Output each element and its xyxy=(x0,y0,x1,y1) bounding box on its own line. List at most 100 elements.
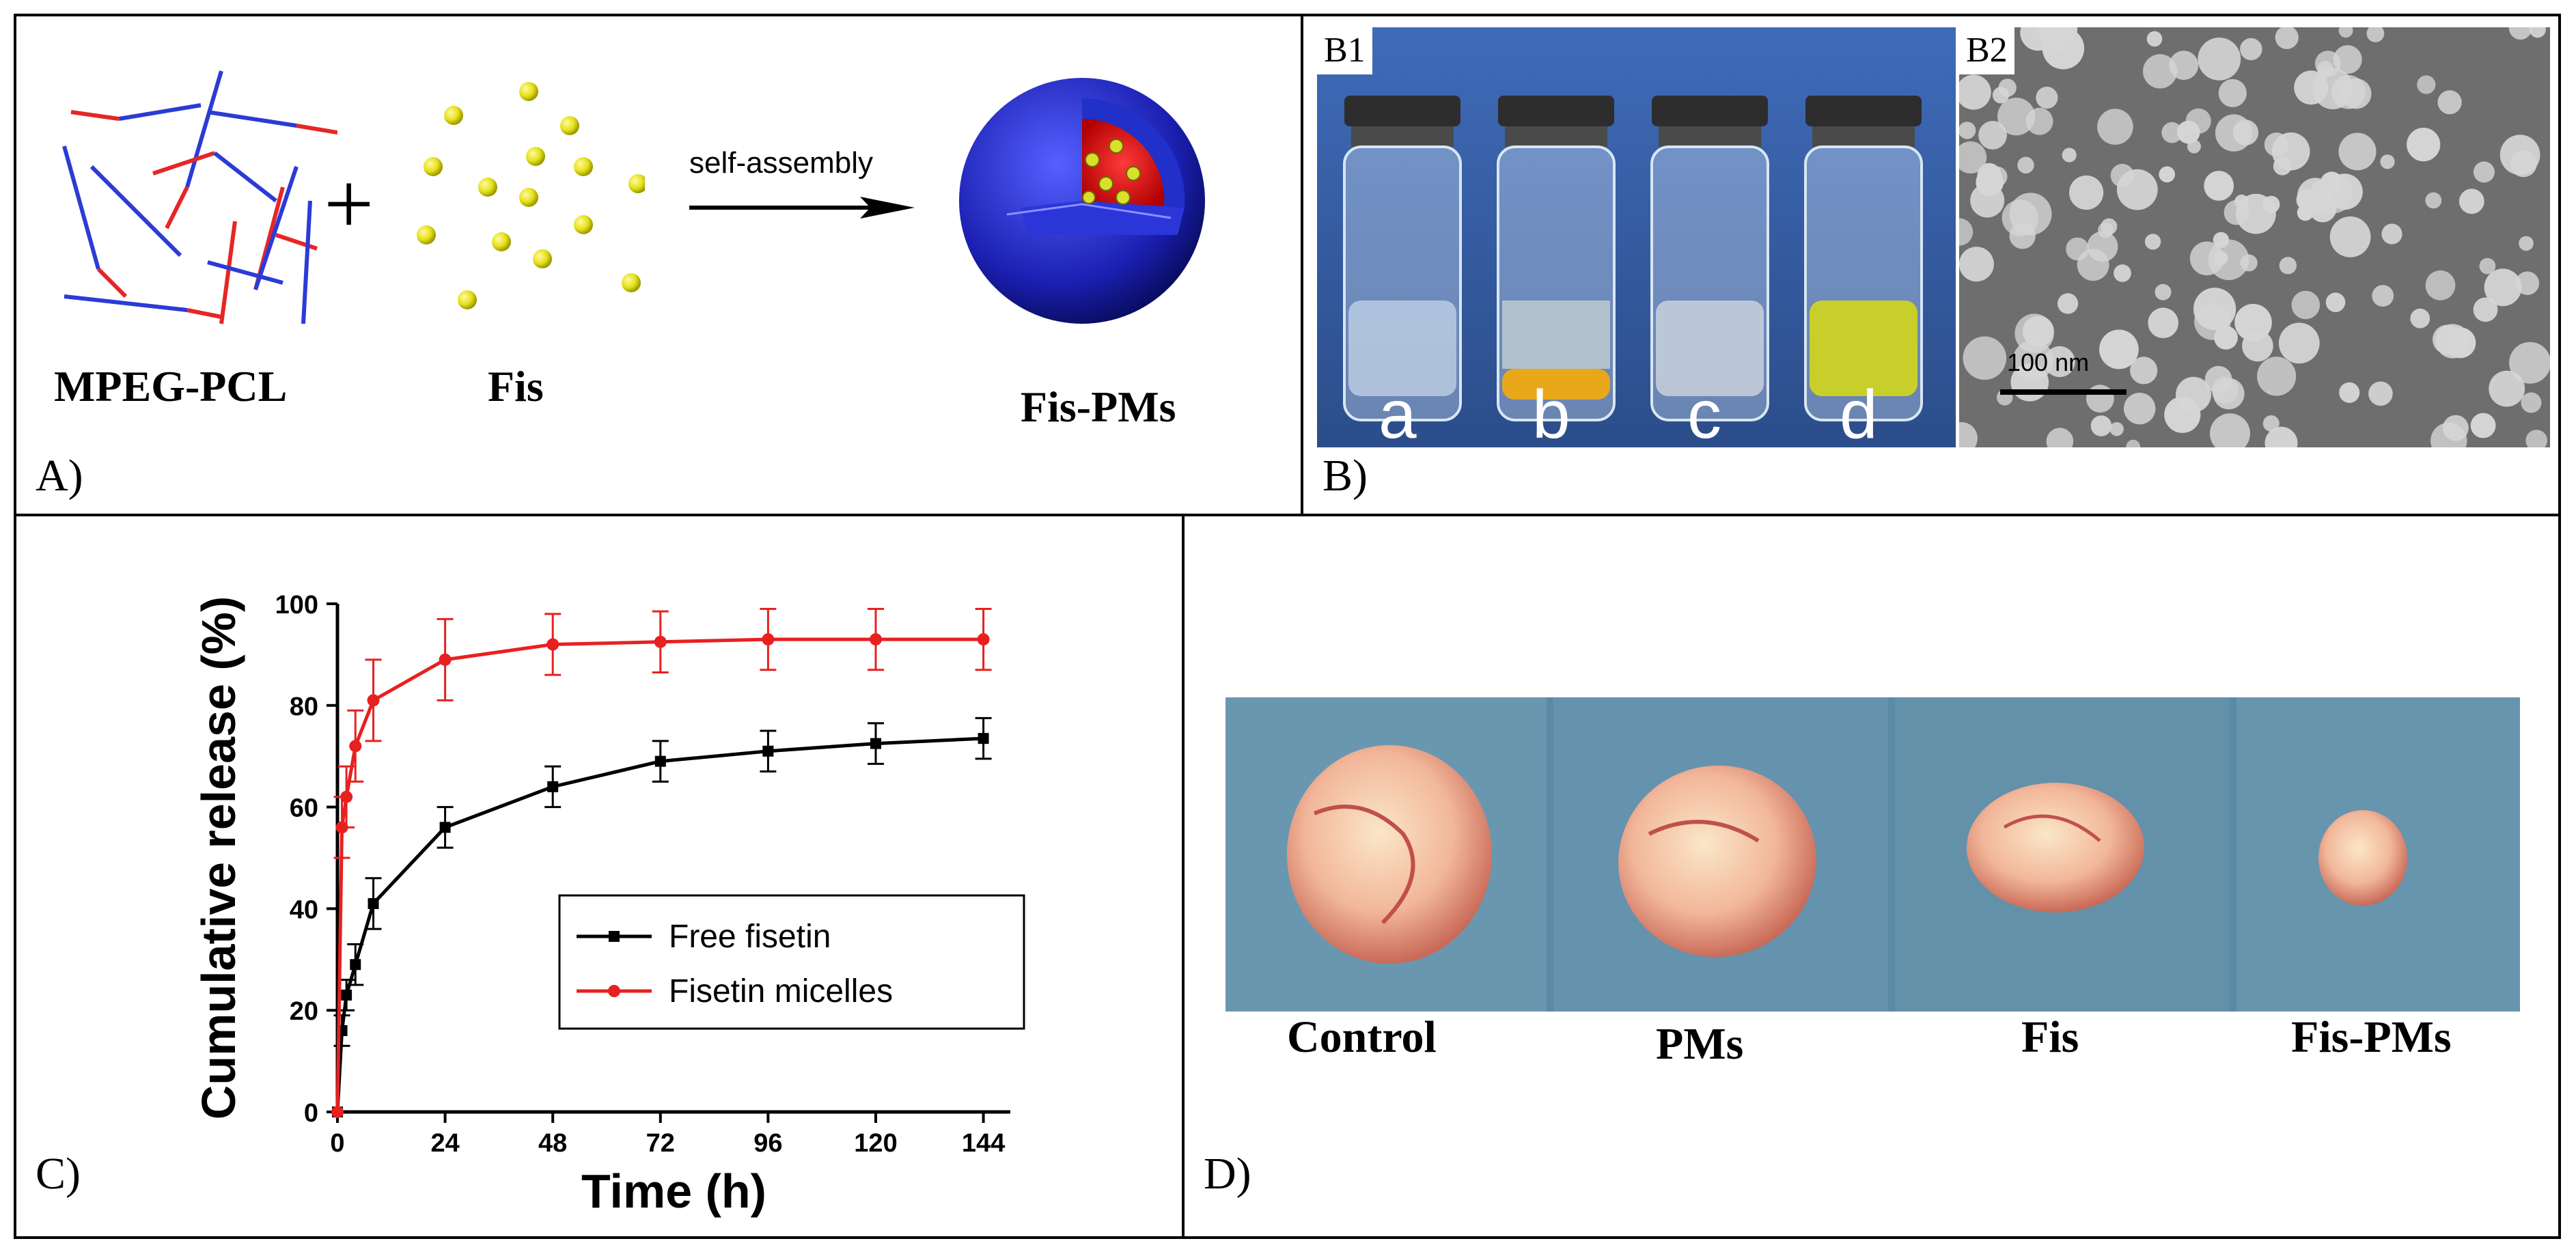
mpeg-pcl-caption: MPEG-PCL xyxy=(54,362,288,410)
group-label-fis: Fis xyxy=(2021,1012,2079,1062)
tem-particle xyxy=(2215,114,2253,152)
legend-box xyxy=(558,894,1025,1030)
tem-particle xyxy=(2090,415,2112,436)
tem-particle xyxy=(2124,393,2156,425)
group-label-fis-pms: Fis-PMs xyxy=(2291,1012,2452,1062)
tem-particle xyxy=(2020,27,2057,51)
tem-particle xyxy=(2278,322,2320,364)
tem-particle xyxy=(2380,154,2395,169)
tem-particle xyxy=(2194,303,2231,340)
data-point xyxy=(368,897,379,909)
tem-particle xyxy=(2210,413,2250,447)
vial-letter-b: b xyxy=(1532,376,1570,447)
tem-particle xyxy=(2515,271,2540,296)
scale-bar-label: 100 nm xyxy=(2007,348,2090,376)
panel-c: 0 20 40 60 80 100 0 24 48 72 96 120 144 Time (h) Cumul… xyxy=(14,514,1185,1239)
y-tick-label: 0 xyxy=(304,1099,318,1128)
tem-particle xyxy=(2176,376,2211,413)
tem-particle xyxy=(2176,120,2200,144)
vial-letter-c: c xyxy=(1687,376,1721,447)
arrow-right-icon xyxy=(689,197,915,219)
micelle-sphere-graphic xyxy=(959,78,1205,324)
tumor-graphic xyxy=(1225,697,2520,1012)
data-point xyxy=(762,745,774,757)
fis-pms-caption: Fis-PMs xyxy=(1021,382,1176,431)
tem-particle xyxy=(2099,329,2139,370)
fis-caption: Fis xyxy=(488,362,544,410)
x-tick-label: 0 xyxy=(330,1129,344,1158)
tem-particle xyxy=(2046,428,2074,447)
data-point xyxy=(349,740,362,753)
tem-particle xyxy=(2368,381,2393,406)
tem-particle xyxy=(1959,122,1976,139)
tem-particle xyxy=(2069,175,2104,210)
x-tick-label: 144 xyxy=(962,1129,1005,1158)
tem-particle xyxy=(2204,171,2234,201)
tem-particle xyxy=(2484,268,2522,307)
x-tick-label: 120 xyxy=(854,1129,897,1158)
vials-graphic xyxy=(1343,96,1923,421)
vials-photo: a b c d B1 xyxy=(1317,27,1956,447)
x-tick-label: 96 xyxy=(753,1129,782,1158)
tem-particle xyxy=(1963,336,2007,380)
tem-particle xyxy=(2265,426,2298,447)
tem-particle xyxy=(2098,222,2114,238)
b1-label: B1 xyxy=(1317,27,1372,74)
tem-particle xyxy=(2435,324,2470,359)
legend-marker xyxy=(609,931,620,942)
vial-letter-a: a xyxy=(1379,376,1417,447)
tem-particle xyxy=(2410,308,2430,329)
tem-particle xyxy=(2262,415,2280,432)
tem-particle xyxy=(1959,141,1987,173)
tem-particle xyxy=(2338,133,2377,171)
y-tick-label: 100 xyxy=(275,591,318,619)
tem-particle xyxy=(2312,68,2354,109)
tem-particle xyxy=(2146,31,2163,47)
legend-entry: Fisetin micelles xyxy=(669,973,893,1009)
tem-particle xyxy=(2198,38,2241,81)
tem-particle xyxy=(2333,45,2362,74)
y-tick-label: 60 xyxy=(290,794,318,823)
y-tick-label: 40 xyxy=(290,895,318,924)
data-point xyxy=(439,822,451,833)
tem-particle xyxy=(2314,174,2353,214)
tem-particle xyxy=(2224,199,2249,225)
tem-particle xyxy=(2213,251,2228,266)
tem-particle xyxy=(1959,422,1978,447)
tem-particle xyxy=(2143,54,2178,89)
tem-particle xyxy=(2372,285,2394,307)
mpeg-pcl-chains-graphic xyxy=(62,70,337,324)
tem-particle xyxy=(1992,87,2010,104)
tem-particle xyxy=(2114,264,2131,282)
panel-b-label: B) xyxy=(1322,451,1368,501)
panel-a: + self-assembly xyxy=(14,14,1303,516)
tem-particle xyxy=(2208,239,2249,281)
tem-particle xyxy=(2499,135,2540,176)
tem-particles-graphic xyxy=(1959,27,2550,447)
legend-marker xyxy=(608,985,620,997)
group-label-control: Control xyxy=(1287,1012,1437,1062)
tem-particle xyxy=(2023,316,2054,348)
tem-particle xyxy=(2443,415,2469,441)
tem-particle xyxy=(2211,376,2239,404)
arrow-caption: self-assembly xyxy=(689,146,873,180)
x-tick-label: 72 xyxy=(646,1129,675,1158)
data-point xyxy=(870,738,881,749)
fisetin-dots-graphic xyxy=(417,82,645,309)
tem-particle xyxy=(2489,370,2525,407)
tem-particle xyxy=(2257,357,2297,396)
data-point xyxy=(977,633,990,646)
tem-particle xyxy=(2017,156,2034,173)
legend-entry: Free fisetin xyxy=(669,919,831,955)
y-tick-label: 20 xyxy=(290,997,318,1026)
tem-particle xyxy=(2291,290,2321,320)
y-tick-label: 80 xyxy=(290,693,318,721)
tem-particle xyxy=(2473,297,2498,322)
data-point xyxy=(350,959,361,971)
tem-particle xyxy=(1977,163,2002,187)
tem-particle xyxy=(2479,257,2496,275)
tem-particle xyxy=(2236,193,2276,234)
x-tick-label: 48 xyxy=(538,1129,567,1158)
scale-bar xyxy=(2000,389,2127,395)
tem-particle xyxy=(2144,234,2161,250)
